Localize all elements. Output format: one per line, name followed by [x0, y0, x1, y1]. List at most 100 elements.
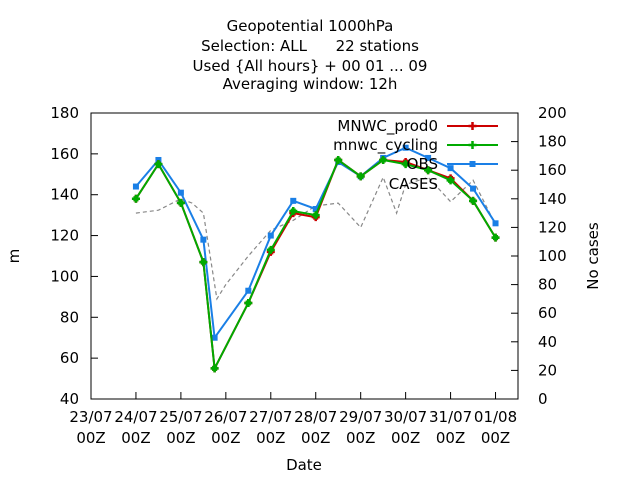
- data-point: [211, 334, 218, 341]
- y2-tick-label: 40: [538, 333, 557, 351]
- y-axis-label: m: [5, 249, 23, 264]
- legend-marker: [468, 122, 477, 130]
- series-line-MNWC_prod0: [135, 158, 497, 372]
- y2-tick-label: 20: [538, 361, 557, 379]
- data-point: [245, 287, 252, 294]
- data-point-core: [212, 365, 218, 371]
- title-line-3: Used {All hours} + 00 01 ... 09: [193, 57, 428, 75]
- legend-marker: [468, 141, 477, 149]
- x-tick-label-date: 30/07: [384, 408, 427, 426]
- series-CASES: [135, 175, 497, 301]
- y2-axis-label: No cases: [584, 222, 602, 290]
- legend-marker: [469, 161, 476, 167]
- data-point-core: [133, 196, 139, 202]
- title-line-4: Averaging window: 12h: [223, 75, 398, 93]
- y-tick-label: 180: [50, 104, 79, 122]
- y2-tick-label: 120: [538, 218, 567, 236]
- x-tick-label-date: 28/07: [294, 408, 337, 426]
- x-tick-label-date: 23/07: [69, 408, 112, 426]
- y2-tick-label: 160: [538, 161, 567, 179]
- x-tick-label-hour: 00Z: [76, 429, 105, 447]
- title-line-2: Selection: ALL 22 stations: [201, 37, 419, 55]
- y-tick-label: 160: [50, 145, 79, 163]
- series-mnwc_cycling: [131, 155, 500, 373]
- data-point: [312, 206, 319, 213]
- x-tick-label-date: 01/08: [474, 408, 517, 426]
- data-point-core: [425, 167, 431, 173]
- y2-tick-label: 180: [538, 133, 567, 151]
- data-point-core: [470, 198, 476, 204]
- legend-label: CASES: [389, 175, 438, 193]
- x-tick-label-date: 26/07: [204, 408, 247, 426]
- series-line-CASES: [135, 175, 497, 301]
- chart-title: Geopotential 1000hPa Selection: ALL 22 s…: [193, 17, 428, 93]
- data-point-core: [268, 247, 274, 253]
- data-point-core: [245, 300, 251, 306]
- x-tick-label-hour: 00Z: [121, 429, 150, 447]
- x-axis-label: Date: [286, 456, 322, 474]
- series-MNWC_prod0: [131, 155, 500, 373]
- x-tick-label-hour: 00Z: [166, 429, 195, 447]
- x-axis: 23/07 00Z 24/07 00Z 25/07 00Z 26/07 00Z 27/07 00Z…: [69, 392, 517, 447]
- series-layer: [131, 144, 500, 373]
- legend-label: OBS: [407, 155, 438, 173]
- data-point: [290, 197, 297, 204]
- data-point-core: [448, 177, 454, 183]
- y2-tick-label: 0: [538, 390, 548, 408]
- y-tick-label: 40: [60, 390, 79, 408]
- data-point-core: [380, 157, 386, 163]
- y2-tick-label: 140: [538, 190, 567, 208]
- x-tick-label-date: 24/07: [114, 408, 157, 426]
- y-tick-label: 100: [50, 267, 79, 285]
- y-tick-label: 120: [50, 227, 79, 245]
- data-point: [200, 236, 207, 243]
- data-point-core: [403, 161, 409, 167]
- data-point: [425, 154, 432, 161]
- data-point: [402, 144, 409, 151]
- y-tick-label: 60: [60, 349, 79, 367]
- x-tick-label-date: 27/07: [249, 408, 292, 426]
- data-point: [177, 189, 184, 196]
- data-point-core: [155, 161, 161, 167]
- data-point-core: [200, 259, 206, 265]
- data-point-core: [493, 235, 499, 241]
- x-tick-label-date: 31/07: [429, 408, 472, 426]
- data-point-core: [335, 157, 341, 163]
- series-OBS: [132, 144, 499, 341]
- data-point-core: [178, 200, 184, 206]
- data-point-core: [290, 208, 296, 214]
- legend-label: MNWC_prod0: [337, 117, 438, 136]
- data-point: [470, 185, 477, 192]
- x-tick-label-hour: 00Z: [211, 429, 240, 447]
- data-point: [447, 165, 454, 172]
- x-tick-label-date: 25/07: [159, 408, 202, 426]
- y2-tick-label: 200: [538, 104, 567, 122]
- y-tick-label: 140: [50, 186, 79, 204]
- x-tick-label-hour: 00Z: [481, 429, 510, 447]
- x-tick-label-hour: 00Z: [256, 429, 285, 447]
- x-tick-label-hour: 00Z: [436, 429, 465, 447]
- data-point-core: [358, 173, 364, 179]
- plot-frame: [90, 112, 519, 400]
- y2-tick-label: 80: [538, 276, 557, 294]
- y2-tick-label: 60: [538, 304, 557, 322]
- legend-label: mnwc_cycling: [333, 136, 438, 155]
- x-tick-label-hour: 00Z: [301, 429, 330, 447]
- x-tick-label-hour: 00Z: [346, 429, 375, 447]
- data-point-core: [313, 212, 319, 218]
- x-tick-label-hour: 00Z: [391, 429, 420, 447]
- data-point: [492, 220, 499, 227]
- data-point: [155, 156, 162, 163]
- series-line-mnwc_cycling: [135, 158, 497, 372]
- data-point: [132, 183, 139, 190]
- data-point: [267, 232, 274, 239]
- y-axis-left: 40 60 80 100 120 140 160 180: [50, 104, 98, 408]
- y-axis-right: 0 20 40 60 80 100 120 140 160 180 200: [511, 104, 567, 408]
- y2-tick-label: 100: [538, 247, 567, 265]
- y-tick-label: 80: [60, 308, 79, 326]
- x-tick-label-date: 29/07: [339, 408, 382, 426]
- title-line-1: Geopotential 1000hPa: [227, 17, 394, 35]
